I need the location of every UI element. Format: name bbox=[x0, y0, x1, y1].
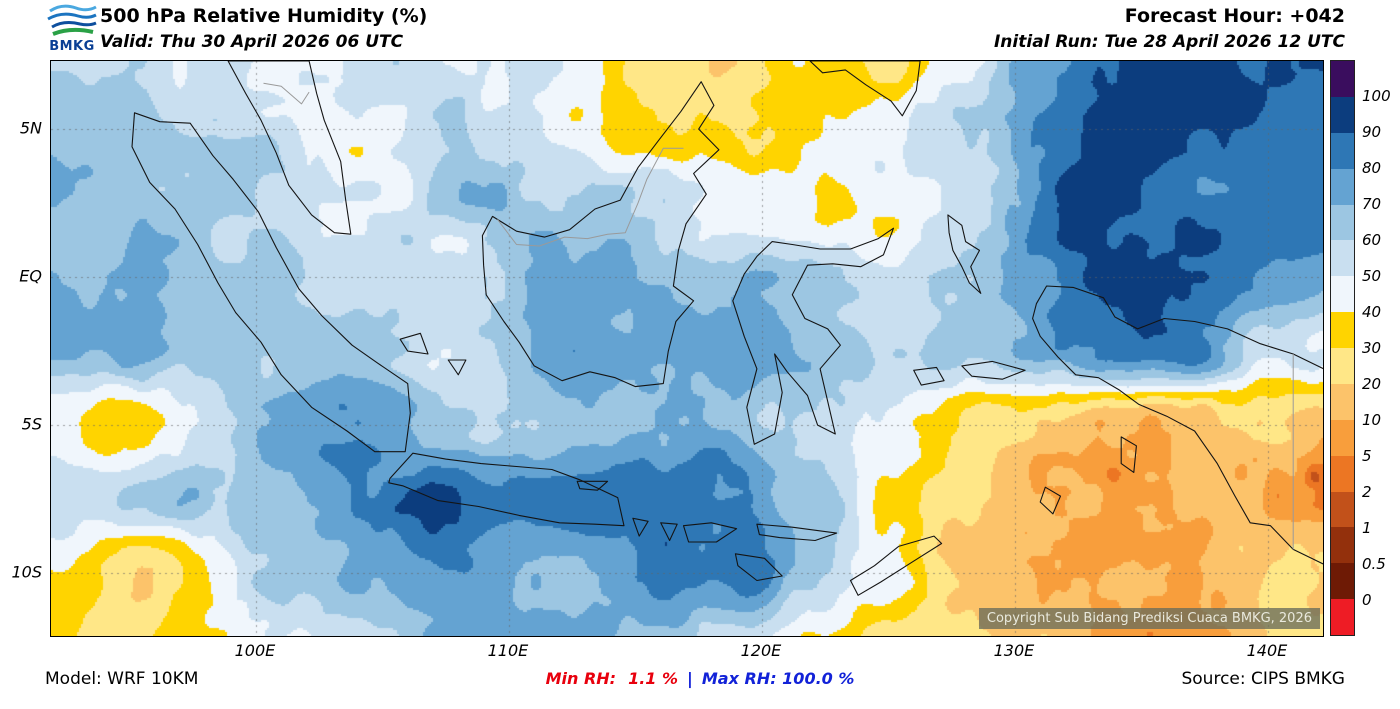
rh-extremes: Min RH: 1.1 % | Max RH: 100.0 % bbox=[0, 669, 1400, 688]
colorbar-label: 10 bbox=[1362, 411, 1382, 429]
bmkg-logo-icon bbox=[47, 4, 97, 36]
colorbar-label: 80 bbox=[1362, 159, 1382, 177]
colorbar-segment bbox=[1331, 204, 1354, 241]
colorbar-label: 2 bbox=[1362, 483, 1372, 501]
x-tick-label: 110E bbox=[487, 641, 529, 660]
colorbar-label: 5 bbox=[1362, 447, 1372, 465]
rh-field-canvas bbox=[51, 61, 1323, 636]
valid-time-label: Valid: Thu 30 April 2026 06 UTC bbox=[100, 32, 404, 52]
colorbar-segment bbox=[1331, 491, 1354, 528]
colorbar-segment bbox=[1331, 419, 1354, 456]
initial-run-label: Initial Run: Tue 28 April 2026 12 UTC bbox=[993, 32, 1345, 52]
colorbar-label: 90 bbox=[1362, 123, 1382, 141]
colorbar-segment bbox=[1331, 455, 1354, 492]
colorbar-segment bbox=[1331, 240, 1354, 277]
colorbar-label: 60 bbox=[1362, 231, 1382, 249]
forecast-hour-label: Forecast Hour: +042 bbox=[1124, 5, 1345, 27]
y-tick-label: EQ bbox=[19, 266, 42, 286]
colorbar-segment bbox=[1331, 563, 1354, 600]
y-tick-label: 5N bbox=[19, 118, 42, 138]
min-rh-value: 1.1 % bbox=[628, 669, 679, 688]
colorbar-label: 100 bbox=[1362, 87, 1391, 105]
separator: | bbox=[687, 669, 693, 688]
colorbar-segment bbox=[1331, 348, 1354, 384]
page-title: 500 hPa Relative Humidity (%) bbox=[100, 5, 428, 27]
colorbar-segment bbox=[1331, 527, 1354, 564]
colorbar-segment bbox=[1331, 276, 1354, 313]
model-label: Model: WRF 10KM bbox=[45, 669, 199, 689]
bmkg-logo: BMKG bbox=[44, 2, 100, 54]
x-tick-label: 130E bbox=[993, 641, 1035, 660]
colorbar-segment bbox=[1331, 96, 1354, 133]
copyright-watermark: Copyright Sub Bidang Prediksi Cuaca BMKG… bbox=[978, 608, 1320, 629]
colorbar-label: 0.5 bbox=[1362, 555, 1386, 573]
colorbar-label: 30 bbox=[1362, 339, 1382, 357]
colorbar-label: 40 bbox=[1362, 303, 1382, 321]
colorbar-segment bbox=[1331, 132, 1354, 169]
colorbar-segment bbox=[1331, 61, 1354, 97]
colorbar-segment bbox=[1331, 312, 1354, 348]
max-rh-value: 100.0 % bbox=[782, 669, 855, 688]
y-tick-label: 5S bbox=[21, 414, 42, 434]
x-tick-label: 120E bbox=[740, 641, 782, 660]
colorbar-label: 1 bbox=[1362, 519, 1372, 537]
max-rh-label: Max RH: bbox=[701, 669, 777, 688]
colorbar-segment bbox=[1331, 383, 1354, 420]
source-label: Source: CIPS BMKG bbox=[1181, 669, 1345, 689]
colorbar-label: 0 bbox=[1362, 591, 1372, 609]
colorbar-label: 20 bbox=[1362, 375, 1382, 393]
x-tick-label: 100E bbox=[234, 641, 276, 660]
colorbar-label: 50 bbox=[1362, 267, 1382, 285]
x-tick-label: 140E bbox=[1246, 641, 1288, 660]
colorbar-segment bbox=[1331, 168, 1354, 205]
min-rh-label: Min RH: bbox=[545, 669, 617, 688]
y-tick-label: 10S bbox=[11, 562, 42, 582]
colorbar-label: 70 bbox=[1362, 195, 1382, 213]
map-area: Copyright Sub Bidang Prediksi Cuaca BMKG… bbox=[50, 60, 1324, 637]
colorbar-segment bbox=[1331, 599, 1354, 635]
bmkg-logo-text: BMKG bbox=[49, 39, 95, 54]
colorbar bbox=[1330, 60, 1355, 636]
